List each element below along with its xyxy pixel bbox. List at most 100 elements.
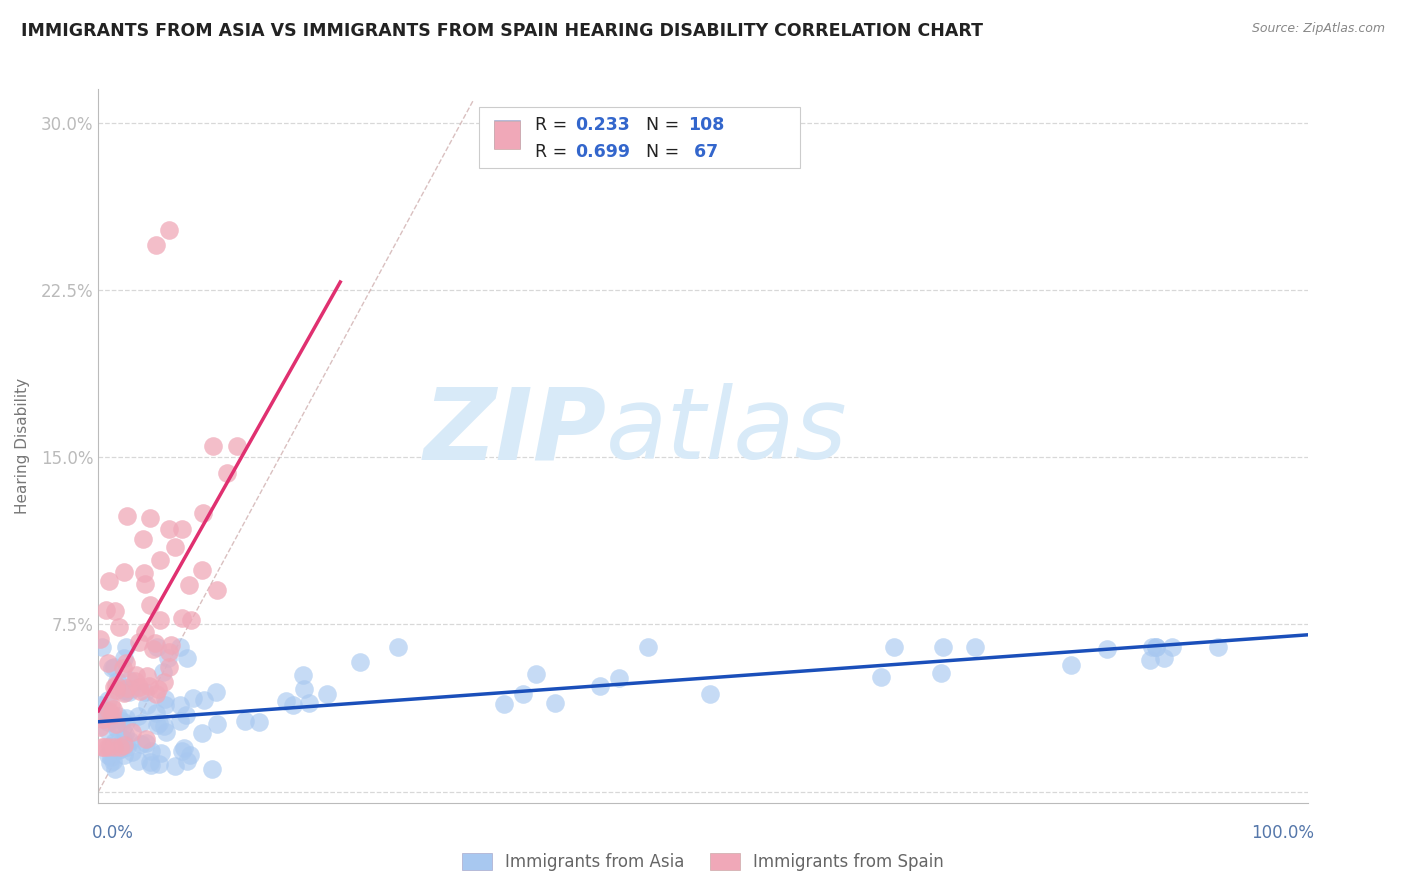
Point (118, 673, 141, 687)
Point (202, 439, 225, 453)
Point (153, 675, 176, 690)
Point (149, 747, 172, 761)
Point (112, 748, 135, 763)
Point (96, 748, 118, 763)
Point (170, 611, 193, 625)
Text: 67: 67 (689, 143, 718, 161)
Point (1144, 640, 1167, 654)
Point (134, 685, 156, 699)
Point (105, 683, 128, 698)
Point (157, 651, 180, 665)
Point (107, 709, 129, 723)
Point (112, 651, 135, 665)
Point (526, 666, 548, 681)
Point (129, 684, 152, 698)
Point (160, 638, 183, 652)
Point (149, 613, 172, 627)
Point (146, 681, 169, 696)
Point (165, 540, 187, 554)
Point (170, 744, 193, 758)
Point (607, 671, 630, 685)
Point (226, 439, 249, 453)
Point (103, 735, 125, 749)
Point (146, 718, 169, 732)
Point (117, 509, 139, 524)
Point (90, 740, 112, 755)
Point (637, 640, 659, 654)
Text: R =: R = (534, 116, 572, 134)
Point (107, 620, 129, 634)
Point (155, 698, 177, 713)
Point (292, 668, 315, 682)
Point (180, 613, 202, 627)
Point (1059, 658, 1081, 673)
Point (143, 636, 166, 650)
Point (699, 687, 721, 701)
Point (174, 707, 197, 722)
Point (104, 717, 127, 731)
Text: 108: 108 (689, 116, 725, 134)
Point (100, 749, 122, 764)
Point (108, 742, 131, 756)
Point (1153, 651, 1175, 665)
Point (870, 670, 893, 684)
Point (190, 726, 212, 740)
Point (1206, 640, 1229, 654)
Point (387, 640, 409, 654)
Point (94, 704, 117, 718)
Point (315, 687, 337, 701)
Point (121, 725, 143, 739)
Point (142, 641, 165, 656)
Point (127, 754, 149, 768)
Point (105, 678, 128, 692)
Point (169, 698, 191, 713)
Point (120, 681, 142, 696)
Point (108, 740, 131, 755)
Point (111, 714, 134, 729)
Point (155, 725, 177, 739)
Point (114, 716, 136, 731)
Text: atlas: atlas (606, 384, 848, 480)
Point (117, 740, 139, 755)
Point (124, 674, 146, 689)
Point (93, 707, 115, 722)
Point (97, 692, 120, 706)
Point (98, 756, 121, 771)
Point (135, 732, 157, 747)
Text: 0.233: 0.233 (575, 116, 630, 134)
Point (135, 736, 157, 750)
Point (108, 743, 131, 757)
Point (105, 723, 128, 737)
Point (135, 698, 157, 713)
Point (128, 680, 150, 694)
Point (91, 712, 114, 726)
Point (191, 506, 214, 520)
Point (1095, 642, 1118, 657)
Point (118, 685, 141, 699)
Point (138, 755, 160, 769)
Point (292, 682, 315, 697)
Point (96, 723, 118, 737)
Y-axis label: Hearing Disability: Hearing Disability (15, 378, 30, 514)
Point (883, 640, 905, 654)
Text: 0.699: 0.699 (575, 143, 630, 161)
Point (205, 582, 228, 597)
Point (112, 566, 135, 580)
Text: R =: R = (534, 143, 572, 161)
Point (112, 661, 135, 675)
Point (145, 238, 167, 252)
Text: IMMIGRANTS FROM ASIA VS IMMIGRANTS FROM SPAIN HEARING DISABILITY CORRELATION CHA: IMMIGRANTS FROM ASIA VS IMMIGRANTS FROM … (21, 22, 983, 40)
Point (112, 732, 135, 747)
Point (494, 697, 516, 711)
Point (129, 716, 152, 731)
Point (103, 660, 125, 674)
Text: N =: N = (647, 143, 685, 161)
Point (97, 740, 120, 755)
FancyBboxPatch shape (479, 107, 800, 168)
Point (105, 673, 128, 688)
Point (139, 510, 162, 524)
Point (139, 744, 162, 758)
Point (121, 745, 143, 759)
Point (152, 665, 174, 679)
Point (589, 679, 612, 693)
